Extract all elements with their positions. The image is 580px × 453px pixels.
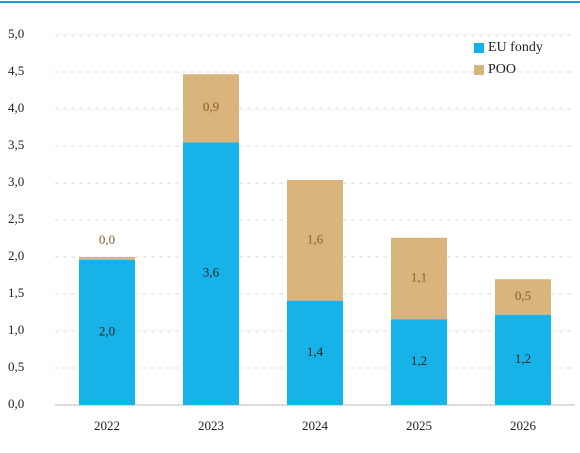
y-tick-label: 4,5 bbox=[8, 63, 24, 78]
value-label: 0,5 bbox=[515, 288, 531, 303]
value-label: 2,0 bbox=[99, 323, 115, 338]
bar-segment bbox=[391, 237, 447, 320]
y-tick-label: 4,0 bbox=[8, 100, 24, 115]
x-tick-label: 2022 bbox=[94, 418, 120, 433]
bar-segment bbox=[495, 279, 551, 315]
legend-swatch bbox=[474, 43, 484, 53]
y-tick-label: 3,5 bbox=[8, 137, 24, 152]
legend-swatch bbox=[474, 65, 484, 75]
y-tick-label: 3,0 bbox=[8, 174, 24, 189]
y-tick-label: 2,5 bbox=[8, 211, 24, 226]
y-tick-label: 2,0 bbox=[8, 248, 24, 263]
value-label: 3,6 bbox=[203, 265, 220, 280]
value-label: 1,4 bbox=[307, 344, 324, 359]
x-tick-label: 2024 bbox=[302, 418, 329, 433]
y-tick-label: 5,0 bbox=[8, 26, 24, 41]
bar-segment bbox=[183, 142, 239, 406]
bar-segment bbox=[495, 314, 551, 405]
value-label: 1,6 bbox=[307, 231, 324, 246]
y-tick-label: 0,0 bbox=[8, 396, 24, 411]
value-label: 1,2 bbox=[515, 351, 531, 366]
bar-segment bbox=[79, 259, 135, 405]
bar-segment bbox=[287, 300, 343, 405]
legend-label: EU fondy bbox=[488, 40, 543, 55]
bar-segment bbox=[391, 319, 447, 405]
bar-segment bbox=[287, 180, 343, 301]
y-tick-label: 1,5 bbox=[8, 285, 24, 300]
x-tick-label: 2025 bbox=[406, 418, 432, 433]
y-tick-label: 0,5 bbox=[8, 359, 24, 374]
bar-segment bbox=[183, 74, 239, 143]
value-label: 0,0 bbox=[99, 232, 115, 247]
x-tick-label: 2023 bbox=[198, 418, 224, 433]
value-label: 0,9 bbox=[203, 99, 219, 114]
legend-label: POO bbox=[488, 62, 516, 77]
y-tick-label: 1,0 bbox=[8, 322, 24, 337]
x-tick-label: 2026 bbox=[510, 418, 537, 433]
value-label: 1,2 bbox=[411, 353, 427, 368]
value-label: 1,1 bbox=[411, 269, 427, 284]
bar-segment bbox=[79, 257, 135, 260]
